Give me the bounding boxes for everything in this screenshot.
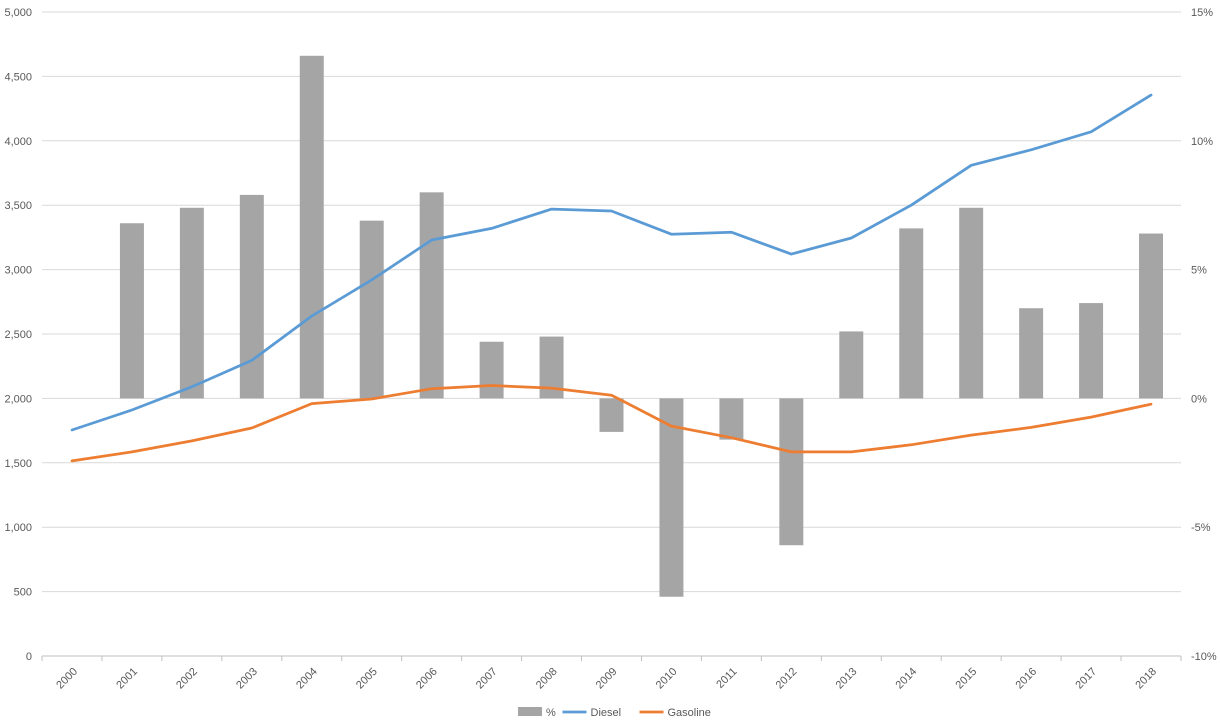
bar-2012 [779, 398, 804, 546]
bar-2005 [359, 220, 384, 399]
x-axis-tick-label: 2001 [114, 666, 140, 692]
x-axis-tick-label: 2018 [1133, 666, 1159, 692]
x-axis-tick-label: 2002 [174, 666, 200, 692]
left-y-axis: 0 500 1,000 1,500 2,000 2,500 3,000 3,500 4,000 4… [4, 7, 32, 663]
legend-label-gasoline: Gasoline [668, 707, 711, 719]
x-axis-tick-label: 2012 [774, 666, 800, 692]
bar-2016 [1019, 308, 1044, 399]
legend-label-percent: % [546, 707, 556, 719]
bar-2004 [299, 55, 324, 399]
x-axis-tick-label: 2008 [534, 666, 560, 692]
bar-2002 [179, 207, 204, 399]
x-axis-tick-label: 2016 [1013, 666, 1039, 692]
bar-series-percent [119, 55, 1164, 597]
gasoline-line [70, 384, 1153, 463]
right-axis-tick-label: 10% [1191, 136, 1213, 148]
x-axis: 2000 2001 2002 2003 2004 2005 2006 2007 2008 2009… [41, 655, 1182, 692]
diesel-line [70, 93, 1153, 432]
bar-2010 [659, 398, 684, 597]
bar-2017 [1079, 303, 1104, 399]
left-axis-tick-label: 1,500 [4, 458, 32, 470]
x-axis-tick-label: 2010 [654, 666, 680, 692]
left-axis-tick-label: 1,000 [4, 522, 32, 534]
x-axis-tick-label: 2007 [474, 666, 500, 692]
left-axis-tick-label: 0 [26, 651, 32, 663]
left-axis-tick-label: 4,500 [4, 71, 32, 83]
bar-2006 [419, 192, 444, 399]
right-axis-tick-label: 15% [1191, 7, 1213, 19]
bar-2014 [899, 228, 924, 399]
right-axis-tick-label: -5% [1191, 522, 1211, 534]
right-axis-tick-label: -10% [1191, 651, 1217, 663]
left-axis-tick-label: 500 [14, 587, 32, 599]
x-axis-tick-label: 2006 [414, 666, 440, 692]
bar-2015 [959, 207, 984, 399]
x-axis-tick-label: 2005 [354, 666, 380, 692]
bar-2007 [479, 341, 504, 399]
bar-2018 [1139, 233, 1164, 399]
bar-2009 [599, 398, 624, 432]
x-axis-tick-label: 2015 [954, 666, 980, 692]
legend-swatch-percent [518, 707, 542, 716]
bar-2013 [839, 331, 864, 399]
legend-label-diesel: Diesel [591, 707, 622, 719]
right-axis-tick-label: 5% [1191, 265, 1207, 277]
left-axis-tick-label: 3,500 [4, 200, 32, 212]
right-axis-tick-label: 0% [1191, 393, 1207, 405]
gridlines [42, 11, 1181, 657]
bar-2001 [119, 223, 144, 399]
bar-2008 [539, 336, 564, 399]
line-series-group [70, 93, 1153, 463]
left-axis-tick-label: 5,000 [4, 7, 32, 19]
x-axis-tick-label: 2017 [1073, 666, 1099, 692]
left-axis-tick-label: 2,000 [4, 393, 32, 405]
left-axis-tick-label: 4,000 [4, 136, 32, 148]
x-axis-tick-label: 2000 [54, 666, 80, 692]
right-y-axis: -10% -5% 0% 5% 10% 15% [1191, 7, 1217, 663]
bar-2003 [239, 194, 264, 399]
legend: % Diesel Gasoline [518, 707, 711, 719]
x-axis-tick-label: 2004 [294, 666, 320, 692]
x-axis-tick-label: 2014 [894, 666, 920, 692]
left-axis-tick-label: 2,500 [4, 329, 32, 341]
bar-2011 [719, 398, 744, 440]
x-axis-tick-label: 2011 [714, 666, 739, 691]
left-axis-tick-label: 3,000 [4, 265, 32, 277]
x-axis-tick-label: 2013 [834, 666, 860, 692]
x-axis-tick-label: 2003 [234, 666, 260, 692]
x-axis-tick-label: 2009 [594, 666, 620, 692]
